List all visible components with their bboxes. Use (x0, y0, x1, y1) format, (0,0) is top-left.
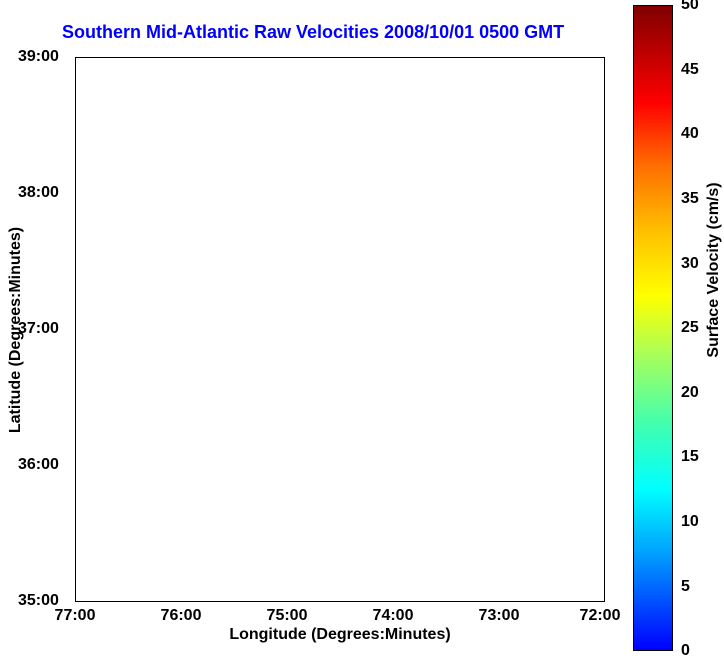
colorbar-tick: 45 (681, 61, 699, 79)
colorbar-tick: 10 (681, 513, 699, 531)
y-tick: 39:00 (18, 48, 59, 66)
x-tick: 73:00 (479, 607, 520, 625)
y-axis-label: Latitude (Degrees:Minutes) (7, 227, 25, 433)
colorbar-tick: 30 (681, 255, 699, 273)
colorbar-tick: 15 (681, 448, 699, 466)
x-tick: 75:00 (267, 607, 308, 625)
colorbar-tick: 50 (681, 0, 699, 14)
colorbar-label: Surface Velocity (cm/s) (705, 182, 723, 357)
x-tick: 74:00 (373, 607, 414, 625)
colorbar-tick: 0 (681, 642, 690, 660)
colorbar-tick: 40 (681, 125, 699, 143)
map-frame (75, 57, 605, 602)
y-tick: 38:00 (18, 184, 59, 202)
colorbar-tick: 5 (681, 578, 690, 596)
colorbar-tick: 25 (681, 319, 699, 337)
colorbar (633, 5, 673, 651)
x-tick: 76:00 (161, 607, 202, 625)
y-tick: 36:00 (18, 456, 59, 474)
x-tick: 72:00 (580, 607, 621, 625)
x-axis-label: Longitude (Degrees:Minutes) (229, 626, 450, 644)
x-tick: 77:00 (55, 607, 96, 625)
map-title: Southern Mid-Atlantic Raw Velocities 200… (62, 22, 564, 43)
colorbar-tick: 35 (681, 190, 699, 208)
y-tick: 35:00 (18, 592, 59, 610)
colorbar-tick: 20 (681, 384, 699, 402)
